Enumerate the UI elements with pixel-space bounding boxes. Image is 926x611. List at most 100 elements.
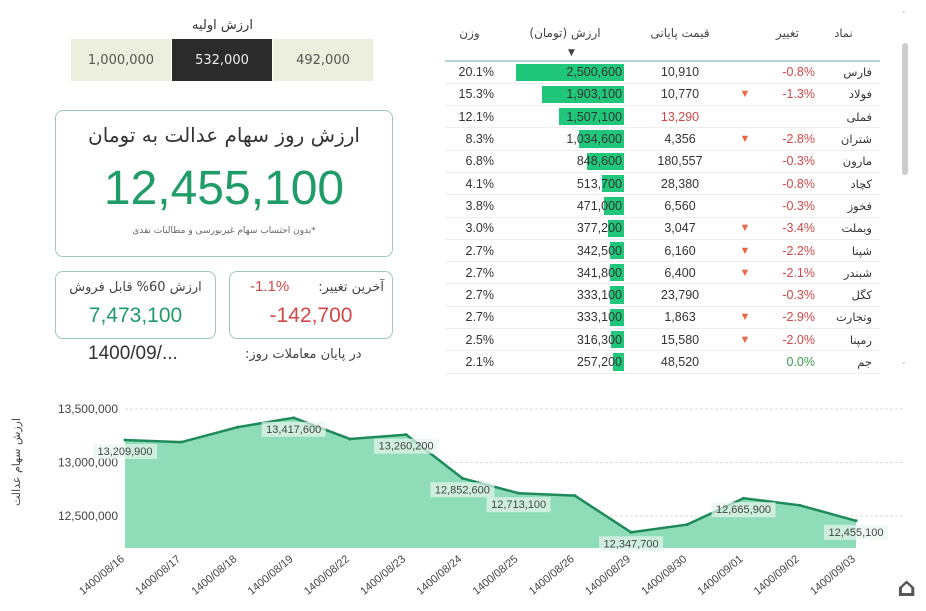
- row-value-text: 1,507,100: [566, 109, 622, 124]
- header-value[interactable]: ارزش (تومان) ▼: [500, 18, 630, 61]
- data-point: [348, 437, 352, 441]
- row-price: 28,380: [630, 172, 730, 196]
- daily-value-title: ارزش روز سهام عدالت به تومان: [88, 123, 360, 147]
- row-symbol[interactable]: فولاد: [815, 83, 880, 107]
- row-price: 6,160: [630, 239, 730, 263]
- row-value-text: 1,034,600: [566, 132, 622, 147]
- table-row[interactable]: 2.7% 333,100 1,863 ▼ -2.9% وتجارت: [445, 306, 880, 330]
- row-change: -2.9%: [760, 306, 815, 330]
- y-axis-label: ارزش سهام عدالت: [10, 418, 23, 506]
- row-change: -0.8%: [760, 172, 815, 196]
- table-row[interactable]: 2.1% 257,200 48,520 0.0% جم: [445, 350, 880, 374]
- daily-value-note: *بدون احتساب سهام غیربورسی و مطالبات نقد…: [132, 226, 316, 236]
- initial-value-option-532000[interactable]: 532,000: [172, 39, 272, 81]
- scroll-down-icon[interactable]: ˅: [902, 362, 906, 370]
- row-symbol[interactable]: شتران: [815, 127, 880, 151]
- y-tick-label: 13,500,000: [58, 402, 118, 416]
- sellable-value-card: ارزش 60% قابل فروش 7,473,100: [55, 271, 216, 339]
- row-weight: 2.5%: [445, 328, 500, 352]
- row-value-text: 377,200: [576, 221, 622, 236]
- table-row[interactable]: 3.0% 377,200 3,047 ▼ -3.4% وبملت: [445, 217, 880, 240]
- header-change[interactable]: تغییر: [776, 26, 799, 40]
- header-weight[interactable]: وزن: [459, 26, 480, 40]
- row-value-text: 471,000: [576, 198, 622, 213]
- row-value-text: 316,300: [576, 332, 622, 347]
- header-symbol[interactable]: نماد: [834, 26, 853, 40]
- row-change: -0.3%: [760, 194, 815, 218]
- table-row[interactable]: 8.3% 1,034,600 4,356 ▼ -2.8% شتران: [445, 127, 880, 151]
- x-tick-label: 1400/08/17: [133, 553, 183, 598]
- row-symbol[interactable]: وبملت: [815, 217, 880, 240]
- table-row[interactable]: 2.5% 316,300 15,580 ▼ -2.0% رمپنا: [445, 328, 880, 352]
- x-tick-label: 1400/08/19: [246, 553, 296, 598]
- initial-value-title: ارزش اولیه: [192, 18, 253, 33]
- row-change: -2.8%: [760, 127, 815, 151]
- data-point: [685, 523, 689, 527]
- row-weight: 6.8%: [445, 150, 500, 173]
- down-arrow-icon: ▼: [730, 261, 760, 285]
- table-row[interactable]: 6.8% 848,600 180,557 -0.3% مارون: [445, 150, 880, 173]
- row-symbol[interactable]: کگل: [815, 283, 880, 307]
- row-symbol[interactable]: شبندر: [815, 261, 880, 285]
- row-symbol[interactable]: جم: [815, 350, 880, 374]
- row-value-text: 257,200: [576, 355, 622, 369]
- header-price[interactable]: قیمت پایانی: [650, 26, 710, 40]
- row-symbol[interactable]: وتجارت: [815, 306, 880, 330]
- row-symbol[interactable]: فملی: [815, 105, 880, 129]
- data-point: [460, 476, 464, 480]
- data-label: 12,347,700: [604, 538, 659, 550]
- table-scrollbar[interactable]: ˄ ˅: [900, 11, 911, 370]
- row-symbol[interactable]: کچاد: [815, 172, 880, 196]
- table-row[interactable]: 20.1% 2,500,600 10,910 -0.8% فارس: [445, 61, 880, 84]
- data-label-bg: [430, 482, 495, 498]
- table-row[interactable]: 12.1% 1,507,100 13,290 فملی: [445, 105, 880, 129]
- row-change: -0.3%: [760, 283, 815, 307]
- scrollbar-thumb[interactable]: [902, 43, 908, 175]
- row-value-bar: [610, 331, 624, 349]
- initial-value-option-1000000[interactable]: 1,000,000: [71, 39, 171, 81]
- row-value-text: 342,500: [576, 243, 622, 258]
- data-point: [573, 494, 577, 498]
- x-tick-label: 1400/08/24: [414, 553, 464, 598]
- row-symbol[interactable]: رمپنا: [815, 328, 880, 352]
- row-price: 6,560: [630, 194, 730, 218]
- row-symbol[interactable]: مارون: [815, 150, 880, 173]
- initial-value-option-492000[interactable]: 492,000: [273, 39, 373, 81]
- row-change: -0.8%: [760, 61, 815, 84]
- table-row[interactable]: 2.7% 342,500 6,160 ▼ -2.2% شپنا: [445, 239, 880, 263]
- row-change: -0.3%: [760, 150, 815, 173]
- row-value-bar: [601, 174, 624, 193]
- data-label: 12,665,900: [716, 504, 771, 516]
- row-value: 513,700: [500, 172, 630, 196]
- row-symbol[interactable]: فارس: [815, 61, 880, 84]
- row-value-text: 341,800: [576, 265, 622, 280]
- row-symbol[interactable]: فخوز: [815, 194, 880, 218]
- row-value-bar: [603, 197, 624, 215]
- row-weight: 8.3%: [445, 127, 500, 151]
- x-tick-label: 1400/08/16: [77, 553, 127, 598]
- row-symbol[interactable]: شپنا: [815, 239, 880, 263]
- row-arrow-empty: [730, 150, 760, 173]
- end-of-day-date: 1400/09/...: [88, 343, 178, 364]
- x-tick-label: 1400/08/23: [358, 553, 408, 598]
- row-value: 342,500: [500, 239, 630, 263]
- end-of-day-label: در پایان معاملات روز:: [245, 347, 362, 362]
- row-value-bar: [609, 264, 624, 282]
- data-label-bg: [93, 444, 157, 460]
- row-price: 13,290: [630, 105, 730, 129]
- row-value: 1,507,100: [500, 105, 630, 129]
- table-row[interactable]: 15.3% 1,903,100 10,770 ▼ -1.3% فولاد: [445, 83, 880, 107]
- table-row[interactable]: 2.7% 333,100 23,790 -0.3% کگل: [445, 283, 880, 307]
- data-point: [123, 438, 127, 442]
- scroll-up-icon[interactable]: ˄: [902, 11, 906, 19]
- row-price: 23,790: [630, 283, 730, 307]
- row-value: 1,903,100: [500, 83, 630, 107]
- row-weight: 2.1%: [445, 350, 500, 374]
- x-tick-label: 1400/08/30: [639, 553, 689, 598]
- table-row[interactable]: 4.1% 513,700 28,380 -0.8% کچاد: [445, 172, 880, 196]
- table-row[interactable]: 2.7% 341,800 6,400 ▼ -2.1% شبندر: [445, 261, 880, 285]
- down-arrow-icon: ▼: [730, 328, 760, 352]
- row-price: 10,770: [630, 83, 730, 107]
- value-history-chart: 12,500,00013,000,00013,500,00013,209,900…: [10, 402, 905, 598]
- table-row[interactable]: 3.8% 471,000 6,560 -0.3% فخوز: [445, 194, 880, 218]
